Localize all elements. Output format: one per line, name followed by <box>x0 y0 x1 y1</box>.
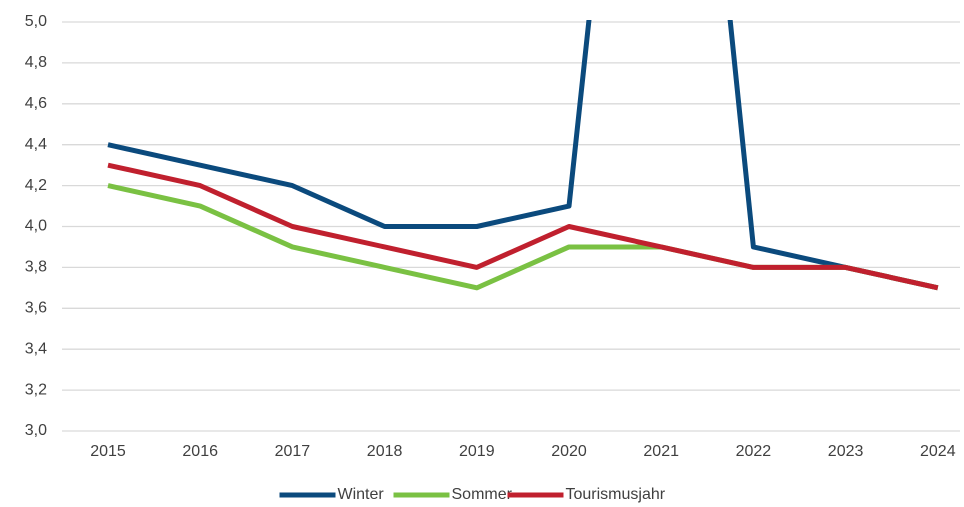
y-tick-label: 4,4 <box>25 136 47 153</box>
y-tick-label: 4,6 <box>25 95 47 112</box>
x-tick-label: 2020 <box>551 443 587 460</box>
y-tick-label: 4,0 <box>25 218 47 235</box>
x-tick-label: 2015 <box>90 443 126 460</box>
y-tick-label: 3,6 <box>25 300 47 317</box>
x-tick-label: 2019 <box>459 443 495 460</box>
x-tick-label: 2022 <box>736 443 772 460</box>
series-line <box>107 20 939 291</box>
y-tick-label: 4,2 <box>25 177 47 194</box>
y-tick-label: 3,4 <box>25 340 47 357</box>
y-tick-label: 3,2 <box>25 381 47 398</box>
x-tick-label: 2021 <box>643 443 679 460</box>
y-tick-label: 3,8 <box>25 259 47 276</box>
x-tick-label: 2024 <box>920 443 956 460</box>
legend-label: Winter <box>338 486 385 503</box>
x-tick-label: 2016 <box>182 443 218 460</box>
x-tick-label: 2018 <box>367 443 403 460</box>
series-line <box>107 162 939 291</box>
x-tick-label: 2023 <box>828 443 864 460</box>
y-tick-label: 5,0 <box>25 13 47 30</box>
x-tick-label: 2017 <box>275 443 311 460</box>
legend-label: Sommer <box>452 486 513 503</box>
plot-area <box>107 20 939 291</box>
y-tick-label: 4,8 <box>25 54 47 71</box>
y-tick-label: 3,0 <box>25 422 47 439</box>
legend-label: Tourismusjahr <box>566 486 666 503</box>
